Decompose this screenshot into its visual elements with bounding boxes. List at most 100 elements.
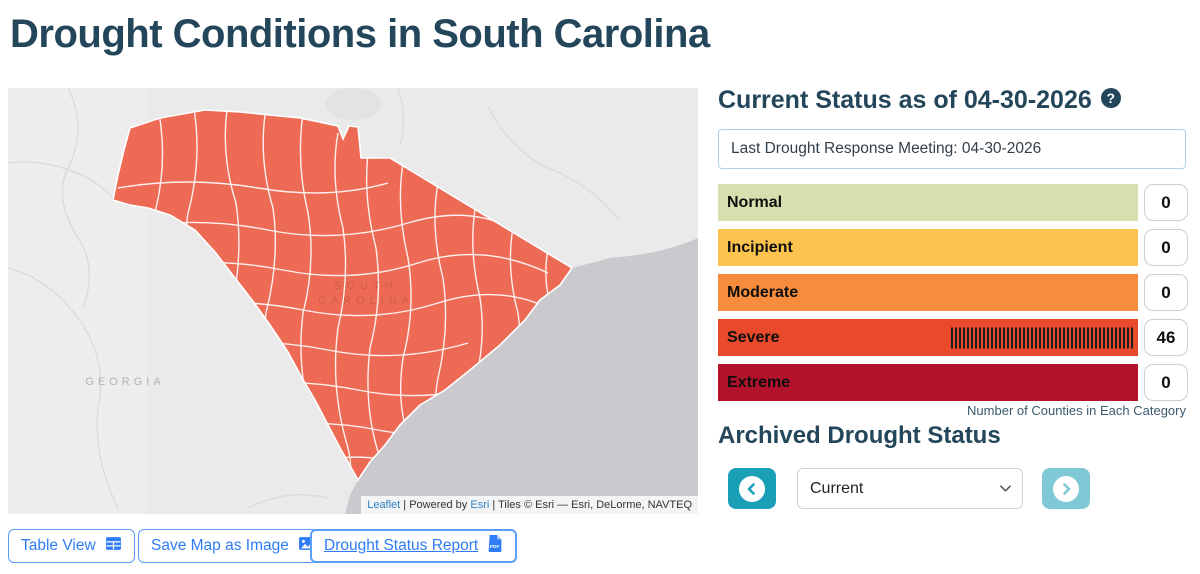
tick (959, 327, 961, 348)
help-icon[interactable]: ? (1100, 88, 1121, 108)
category-label: Severe (727, 328, 780, 346)
tick (995, 327, 997, 348)
tick-marks (951, 327, 1133, 348)
tick (1083, 327, 1085, 348)
page-title: Drought Conditions in South Carolina (10, 12, 710, 56)
tick (1115, 327, 1117, 348)
tick (999, 327, 1001, 348)
chevron-left-icon (739, 475, 765, 502)
tick (1079, 327, 1081, 348)
category-label: Normal (727, 193, 783, 211)
drought-map[interactable]: GEORGIA SOUTH CAROLINA Leaflet | Powered… (8, 88, 698, 514)
tick (1123, 327, 1125, 348)
attribution-tail: | Tiles © Esri — Esri, DeLorme, NAVTEQ (489, 499, 692, 511)
category-row-normal: Normal 0 (718, 184, 1188, 221)
tick (1131, 327, 1133, 348)
archive-next-button[interactable] (1042, 468, 1090, 509)
tick (1039, 327, 1041, 348)
category-row-extreme: Extreme 0 (718, 364, 1188, 401)
category-bar: Moderate (718, 274, 1138, 311)
tick (1063, 327, 1065, 348)
category-bar: Normal (718, 184, 1138, 221)
tick (987, 327, 989, 348)
tick (1095, 327, 1097, 348)
category-rows: Normal 0 Incipient 0 Moderate 0 Severe 4… (718, 184, 1188, 409)
state-label-line2: CAROLINA (318, 295, 414, 307)
map-attribution: Leaflet | Powered by Esri | Tiles © Esri… (361, 496, 698, 514)
current-status-heading-text: Current Status as of 04-30-2026 (718, 86, 1092, 114)
tick (1127, 327, 1129, 348)
archived-status-heading: Archived Drought Status (718, 422, 1001, 449)
georgia-label: GEORGIA (85, 376, 164, 388)
tick (1103, 327, 1105, 348)
tick (1107, 327, 1109, 348)
archive-select-wrap: Current (797, 468, 1023, 509)
category-row-moderate: Moderate 0 (718, 274, 1188, 311)
category-row-incipient: Incipient 0 (718, 229, 1188, 266)
tick (1035, 327, 1037, 348)
counts-caption: Number of Counties in Each Category (967, 403, 1186, 418)
tick (1043, 327, 1045, 348)
table-view-label: Table View (21, 537, 96, 554)
category-bar: Extreme (718, 364, 1138, 401)
tick (1023, 327, 1025, 348)
map-ocean (345, 238, 698, 514)
tick (1015, 327, 1017, 348)
category-count: 0 (1144, 274, 1188, 311)
category-count: 0 (1144, 364, 1188, 401)
save-map-label: Save Map as Image (151, 537, 289, 554)
tick (955, 327, 957, 348)
current-status-heading: Current Status as of 04-30-2026 ? (718, 86, 1121, 115)
pdf-icon: PDF (487, 535, 503, 557)
svg-text:PDF: PDF (490, 544, 500, 550)
archive-prev-button[interactable] (728, 468, 776, 509)
tick (983, 327, 985, 348)
tick (971, 327, 973, 348)
report-label: Drought Status Report (324, 537, 479, 554)
tick (1099, 327, 1101, 348)
tick (963, 327, 965, 348)
category-row-severe: Severe 46 (718, 319, 1188, 356)
category-count: 0 (1144, 184, 1188, 221)
tick (1067, 327, 1069, 348)
esri-link[interactable]: Esri (470, 499, 490, 511)
last-meeting-text: Last Drought Response Meeting: 04-30-202… (731, 140, 1042, 157)
category-label: Extreme (727, 373, 791, 391)
map-canvas: GEORGIA SOUTH CAROLINA (8, 88, 698, 514)
tick (951, 327, 953, 348)
map-roads (8, 88, 619, 509)
table-view-button[interactable]: Table View (8, 529, 135, 563)
tick (1007, 327, 1009, 348)
leaflet-link[interactable]: Leaflet (367, 499, 401, 511)
tick (1055, 327, 1057, 348)
tick (1011, 327, 1013, 348)
category-bar: Severe (718, 319, 1138, 356)
drought-status-report-button[interactable]: Drought Status Report PDF (310, 529, 518, 563)
tick (1019, 327, 1021, 348)
tick (1075, 327, 1077, 348)
tick (1003, 327, 1005, 348)
tick (1059, 327, 1061, 348)
category-label: Moderate (727, 283, 799, 301)
tick (1051, 327, 1053, 348)
tick (1119, 327, 1121, 348)
category-count: 46 (1144, 319, 1188, 356)
tick (979, 327, 981, 348)
tick (1027, 327, 1029, 348)
last-meeting-box: Last Drought Response Meeting: 04-30-202… (718, 129, 1186, 169)
category-count: 0 (1144, 229, 1188, 266)
tick (1087, 327, 1089, 348)
state-label-line1: SOUTH (334, 280, 398, 292)
save-map-as-image-button[interactable]: Save Map as Image (138, 529, 328, 563)
chevron-right-icon (1053, 475, 1079, 502)
tick (1071, 327, 1073, 348)
tick (1031, 327, 1033, 348)
archive-select[interactable]: Current (797, 468, 1023, 509)
table-icon (105, 535, 122, 557)
category-bar: Incipient (718, 229, 1138, 266)
tick (1091, 327, 1093, 348)
tick (1047, 327, 1049, 348)
tick (975, 327, 977, 348)
tick (991, 327, 993, 348)
tick (967, 327, 969, 348)
